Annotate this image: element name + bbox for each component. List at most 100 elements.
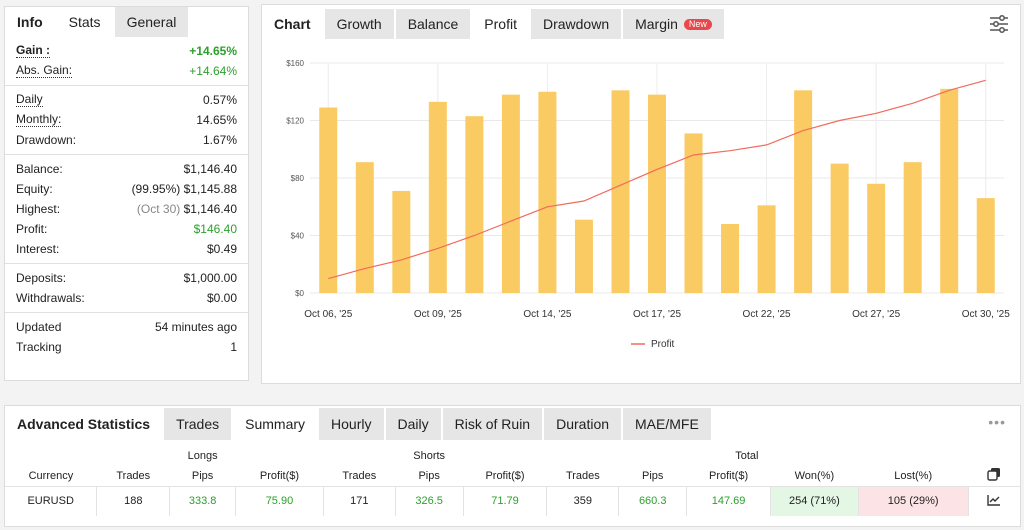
col-total-profit: Profit($) bbox=[708, 469, 749, 482]
new-badge: New bbox=[683, 19, 712, 30]
info-value: 1 bbox=[230, 340, 237, 354]
info-row: Gain : +14.65% bbox=[5, 41, 248, 61]
tab-daily[interactable]: Daily bbox=[385, 408, 443, 440]
info-value-text: 14.65% bbox=[196, 113, 237, 127]
group-shorts: Shorts bbox=[413, 450, 446, 462]
info-label[interactable]: Abs. Gain: bbox=[16, 63, 73, 78]
group-total: Total bbox=[735, 450, 759, 462]
advanced-tabs: Advanced Statistics Trades Summary Hourl… bbox=[5, 408, 1020, 440]
tab-margin-label: Margin bbox=[635, 16, 678, 32]
info-value-text: $1,145.88 bbox=[183, 182, 237, 196]
bar bbox=[355, 162, 374, 293]
profit-chart: $0 $40 $80 $120 $160 Oct 06, '25 Oct 09, '25 Oc… bbox=[286, 59, 1010, 350]
bar bbox=[830, 163, 849, 293]
info-value: 54 minutes ago bbox=[155, 320, 237, 334]
info-label: Drawdown: bbox=[16, 133, 77, 147]
col-total-trades: Trades bbox=[565, 469, 600, 482]
tab-balance[interactable]: Balance bbox=[395, 9, 473, 39]
bar bbox=[903, 162, 922, 293]
info-label: Interest: bbox=[16, 242, 60, 256]
bar bbox=[319, 107, 338, 293]
tab-growth[interactable]: Growth bbox=[324, 9, 396, 39]
tab-summary[interactable]: Summary bbox=[233, 408, 320, 440]
info-note: (99.95%) bbox=[131, 182, 181, 196]
info-row: Interest: $0.49 bbox=[5, 239, 248, 259]
info-row: Deposits: $1,000.00 bbox=[5, 268, 248, 288]
ellipsis-icon[interactable]: ••• bbox=[988, 414, 1006, 430]
chart-panel: Chart Growth Balance Profit Drawdown Mar… bbox=[261, 4, 1021, 384]
info-value-text: 0.57% bbox=[202, 93, 237, 107]
summary-table: Longs Shorts Total Currency Trades Pips … bbox=[5, 446, 1020, 516]
bar bbox=[611, 90, 630, 293]
info-row: Balance: $1,146.40 bbox=[5, 159, 248, 179]
info-value-text: $0.49 bbox=[206, 242, 237, 256]
tab-drawdown[interactable]: Drawdown bbox=[530, 9, 624, 39]
info-label: Withdrawals: bbox=[16, 291, 85, 305]
profit-line bbox=[328, 79, 986, 280]
bar bbox=[538, 91, 557, 293]
advanced-statistics-panel: Advanced Statistics Trades Summary Hourl… bbox=[4, 405, 1021, 527]
tab-mae-mfe[interactable]: MAE/MFE bbox=[623, 408, 713, 440]
info-value-text: +14.65% bbox=[189, 44, 237, 58]
info-value-text: $1,146.40 bbox=[183, 162, 237, 176]
copy-icon[interactable] bbox=[968, 466, 1020, 486]
chart-icon[interactable] bbox=[968, 485, 1020, 516]
info-row: Daily 0.57% bbox=[5, 90, 248, 110]
tab-trades[interactable]: Trades bbox=[164, 408, 234, 440]
info-row: Updated 54 minutes ago bbox=[5, 317, 248, 337]
tab-margin[interactable]: Margin New bbox=[623, 9, 726, 39]
info-row: Tracking 1 bbox=[5, 337, 248, 357]
info-label[interactable]: Gain : bbox=[16, 43, 51, 58]
tab-general[interactable]: General bbox=[114, 7, 191, 37]
info-label: Balance: bbox=[16, 162, 63, 176]
info-label[interactable]: Daily bbox=[16, 92, 43, 107]
bar bbox=[428, 101, 447, 293]
info-value-text: $1,146.40 bbox=[183, 202, 237, 216]
group-longs: Longs bbox=[187, 450, 218, 462]
info-label[interactable]: Monthly: bbox=[16, 112, 62, 127]
tab-chart[interactable]: Chart bbox=[262, 9, 325, 39]
tab-hourly[interactable]: Hourly bbox=[319, 408, 386, 440]
info-row: Equity: (99.95%) $1,145.88 bbox=[5, 179, 248, 199]
tab-duration[interactable]: Duration bbox=[544, 408, 624, 440]
column-header-row: Currency Trades Pips Profit($) Trades Pi… bbox=[5, 466, 1020, 486]
info-row: Profit: $146.40 bbox=[5, 219, 248, 239]
bar bbox=[721, 224, 740, 293]
bar bbox=[757, 205, 776, 293]
info-row: Abs. Gain: +14.64% bbox=[5, 61, 248, 81]
cell-total-trades: 359 bbox=[546, 485, 620, 516]
cell-won: 254 (71%) bbox=[770, 485, 859, 516]
tab-info[interactable]: Info bbox=[5, 7, 57, 37]
info-value-text: $0.00 bbox=[206, 291, 237, 305]
y-tick-label: $120 bbox=[286, 117, 304, 126]
y-tick-label: $80 bbox=[291, 174, 305, 183]
bar bbox=[648, 94, 666, 293]
info-label: Equity: bbox=[16, 182, 53, 196]
y-tick-label: $160 bbox=[286, 59, 304, 68]
info-value-text: $1,000.00 bbox=[183, 271, 237, 285]
info-group: Deposits: $1,000.00 Withdrawals: $0.00 bbox=[5, 264, 248, 313]
info-row: Withdrawals: $0.00 bbox=[5, 288, 248, 308]
info-value: $0.00 bbox=[207, 291, 237, 305]
tab-profit[interactable]: Profit bbox=[472, 9, 531, 39]
tab-risk-of-ruin[interactable]: Risk of Ruin bbox=[442, 408, 545, 440]
info-row: Highest: (Oct 30) $1,146.40 bbox=[5, 199, 248, 219]
cell-longs-trades: 188 bbox=[96, 485, 171, 516]
info-value: 14.65% bbox=[196, 113, 237, 127]
info-label: Highest: bbox=[16, 202, 61, 216]
col-shorts-pips: Pips bbox=[418, 469, 440, 482]
info-row: Monthly: 14.65% bbox=[5, 110, 248, 130]
x-tick-label: Oct 14, '25 bbox=[523, 309, 571, 320]
tab-stats[interactable]: Stats bbox=[56, 7, 115, 37]
sliders-icon[interactable] bbox=[988, 13, 1010, 35]
info-group: Daily 0.57% Monthly: 14.65% Drawdown: 1.67% bbox=[5, 86, 248, 155]
info-row: Drawdown: 1.67% bbox=[5, 130, 248, 150]
cell-currency: EURUSD bbox=[5, 485, 98, 516]
col-currency: Currency bbox=[28, 469, 74, 482]
info-value-text: $146.40 bbox=[193, 222, 237, 236]
bar bbox=[684, 133, 703, 293]
cell-longs-profit: 75.90 bbox=[235, 485, 324, 516]
col-shorts-trades: Trades bbox=[342, 469, 377, 482]
x-tick-label: Oct 22, '25 bbox=[743, 309, 791, 320]
info-body: Gain : +14.65% Abs. Gain: +14.64% Daily 0.57%… bbox=[5, 37, 248, 361]
